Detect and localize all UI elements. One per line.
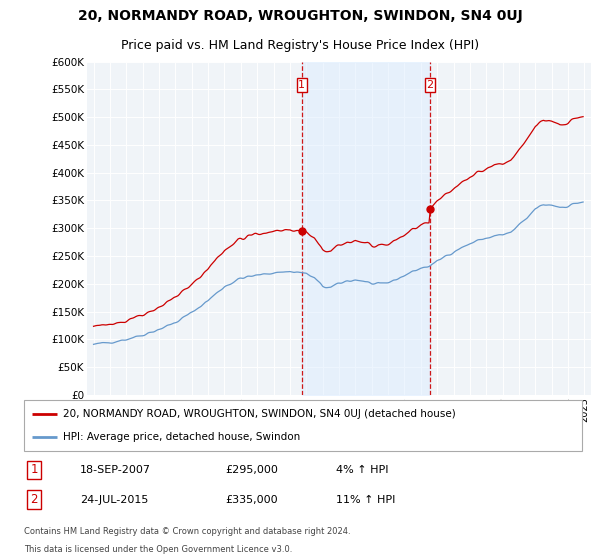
Text: 11% ↑ HPI: 11% ↑ HPI <box>337 494 396 505</box>
Text: 2: 2 <box>30 493 38 506</box>
Text: HPI: Average price, detached house, Swindon: HPI: Average price, detached house, Swin… <box>63 432 301 442</box>
Text: 2: 2 <box>427 80 434 90</box>
Text: Price paid vs. HM Land Registry's House Price Index (HPI): Price paid vs. HM Land Registry's House … <box>121 39 479 53</box>
Text: Contains HM Land Registry data © Crown copyright and database right 2024.: Contains HM Land Registry data © Crown c… <box>24 527 350 536</box>
Text: 24-JUL-2015: 24-JUL-2015 <box>80 494 148 505</box>
Text: £295,000: £295,000 <box>225 465 278 475</box>
FancyBboxPatch shape <box>24 400 582 451</box>
Text: 4% ↑ HPI: 4% ↑ HPI <box>337 465 389 475</box>
Text: £335,000: £335,000 <box>225 494 278 505</box>
Text: 1: 1 <box>30 464 38 477</box>
Text: 20, NORMANDY ROAD, WROUGHTON, SWINDON, SN4 0UJ: 20, NORMANDY ROAD, WROUGHTON, SWINDON, S… <box>77 10 523 24</box>
Text: This data is licensed under the Open Government Licence v3.0.: This data is licensed under the Open Gov… <box>24 545 292 554</box>
Text: 1: 1 <box>298 80 305 90</box>
Text: 18-SEP-2007: 18-SEP-2007 <box>80 465 151 475</box>
Text: 20, NORMANDY ROAD, WROUGHTON, SWINDON, SN4 0UJ (detached house): 20, NORMANDY ROAD, WROUGHTON, SWINDON, S… <box>63 409 456 419</box>
